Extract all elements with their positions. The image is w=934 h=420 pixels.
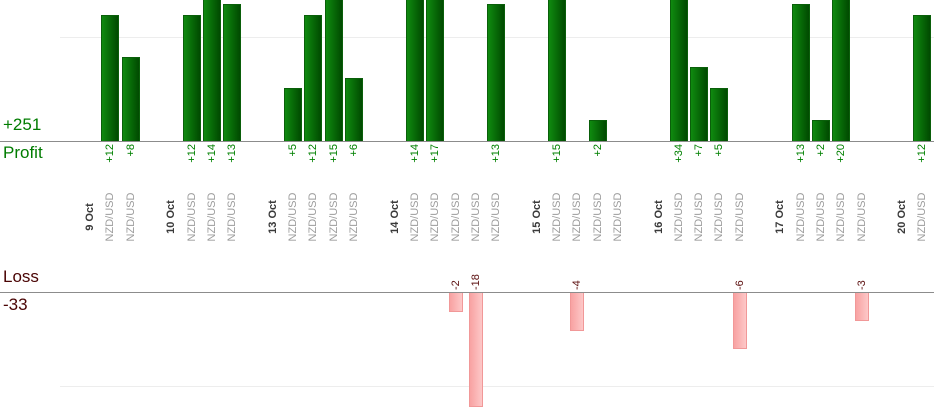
- date-label: 16 Oct: [652, 200, 665, 234]
- symbol-label: NZD/USD: [693, 192, 706, 242]
- symbol-label: NZD/USD: [469, 192, 482, 242]
- symbol-label: NZD/USD: [794, 192, 807, 242]
- symbol-label: NZD/USD: [449, 192, 462, 242]
- profit-bar[interactable]: [791, 4, 810, 141]
- symbol-label: NZD/USD: [490, 192, 503, 242]
- profit-bars-panel: [0, 0, 934, 141]
- profit-bar[interactable]: [101, 15, 120, 141]
- trade-loss-label: -2: [449, 280, 462, 290]
- profit-bar[interactable]: [669, 0, 688, 141]
- symbol-label: NZD/USD: [814, 192, 827, 242]
- symbol-label: NZD/USD: [551, 192, 564, 242]
- profit-bar[interactable]: [202, 0, 221, 141]
- symbol-label: NZD/USD: [205, 192, 218, 242]
- date-label: 15 Oct: [530, 200, 543, 234]
- trade-loss-label: -18: [469, 274, 482, 290]
- profit-bar[interactable]: [913, 15, 932, 141]
- symbol-label: NZD/USD: [124, 192, 137, 242]
- trade-loss-label: -3: [855, 280, 868, 290]
- symbol-label: NZD/USD: [185, 192, 198, 242]
- profit-bar[interactable]: [588, 120, 607, 141]
- symbol-label: NZD/USD: [835, 192, 848, 242]
- trade-loss-label: -4: [571, 280, 584, 290]
- date-label: 9 Oct: [84, 203, 97, 231]
- symbol-label: NZD/USD: [855, 192, 868, 242]
- date-label: 20 Oct: [896, 200, 909, 234]
- symbol-label: NZD/USD: [408, 192, 421, 242]
- symbol-label: NZD/USD: [672, 192, 685, 242]
- profit-axis-line: [0, 141, 934, 142]
- loss-bar[interactable]: [570, 293, 585, 331]
- loss-axis-line: [0, 292, 934, 293]
- symbol-label: NZD/USD: [713, 192, 726, 242]
- profit-bar[interactable]: [811, 120, 830, 141]
- loss-axis-label: Loss: [3, 267, 39, 286]
- profit-bar[interactable]: [121, 57, 140, 141]
- profit-bar[interactable]: [223, 4, 242, 141]
- symbol-label: NZD/USD: [733, 192, 746, 242]
- symbol-label: NZD/USD: [327, 192, 340, 242]
- profit-bar[interactable]: [324, 0, 343, 141]
- symbol-label: NZD/USD: [104, 192, 117, 242]
- profit-bar[interactable]: [284, 88, 303, 141]
- date-label: 10 Oct: [165, 200, 178, 234]
- date-label: 13 Oct: [266, 200, 279, 234]
- date-label: 14 Oct: [388, 200, 401, 234]
- loss-gridline: [60, 386, 934, 387]
- trade-loss-label: -6: [733, 280, 746, 290]
- symbol-label: NZD/USD: [429, 192, 442, 242]
- profit-bar[interactable]: [690, 67, 709, 141]
- profit-bar[interactable]: [487, 4, 506, 141]
- profit-bar[interactable]: [426, 0, 445, 141]
- profit-total-label: +251: [3, 115, 42, 134]
- loss-bar[interactable]: [732, 293, 747, 349]
- symbol-label: NZD/USD: [348, 192, 361, 242]
- loss-bar[interactable]: [854, 293, 869, 321]
- loss-bar[interactable]: [448, 293, 463, 312]
- symbol-label: NZD/USD: [307, 192, 320, 242]
- profit-bar[interactable]: [710, 88, 729, 141]
- profit-bar[interactable]: [405, 0, 424, 141]
- symbol-label: NZD/USD: [591, 192, 604, 242]
- loss-bar[interactable]: [468, 293, 483, 407]
- symbol-label: NZD/USD: [611, 192, 624, 242]
- profit-bar[interactable]: [182, 15, 201, 141]
- profit-bar[interactable]: [548, 0, 567, 141]
- symbol-label: NZD/USD: [226, 192, 239, 242]
- loss-total-label: -33: [3, 295, 28, 314]
- profit-bar[interactable]: [304, 15, 323, 141]
- symbol-label: NZD/USD: [287, 192, 300, 242]
- symbol-label: NZD/USD: [916, 192, 929, 242]
- profit-bar[interactable]: [345, 78, 364, 141]
- profit-bar[interactable]: [832, 0, 851, 141]
- profit-axis-label: Profit: [3, 143, 43, 162]
- loss-bars-panel: [0, 293, 934, 408]
- symbol-label: NZD/USD: [571, 192, 584, 242]
- date-label: 17 Oct: [774, 200, 787, 234]
